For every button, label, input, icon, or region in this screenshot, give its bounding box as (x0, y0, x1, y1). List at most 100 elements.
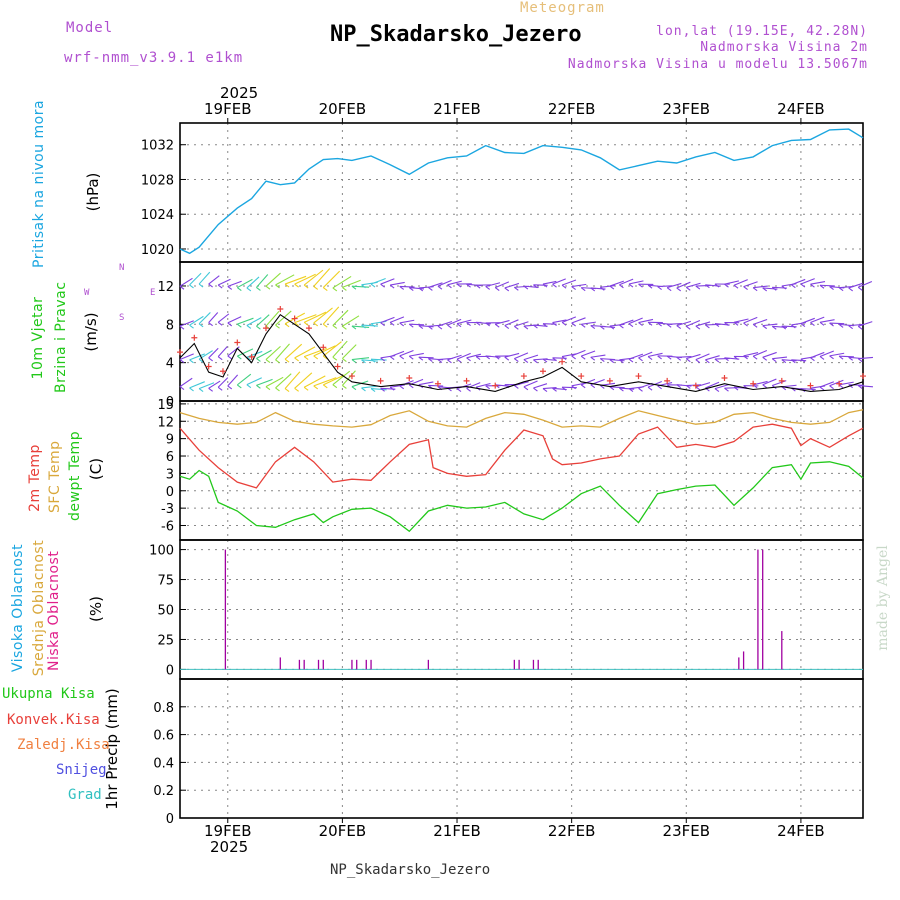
wind-arrow-head (380, 322, 385, 327)
wind-arrow-head (781, 325, 787, 330)
wind-arrow-head (399, 322, 405, 327)
gust-marker (205, 363, 212, 370)
wind-arrow-head (714, 358, 720, 363)
wind-arrow-head (533, 387, 538, 392)
wind-arrow (313, 268, 331, 287)
wind-arrow-head (514, 384, 519, 389)
wind-arrow-head (638, 387, 643, 392)
wind-arrow (638, 351, 653, 359)
wind-arrow (609, 280, 624, 287)
y-tick-label: 50 (157, 604, 174, 619)
wind-arrow-head (571, 385, 576, 390)
wind-arrow-head (332, 325, 338, 329)
wind-arrow-head (838, 287, 844, 292)
compass-e-label: E (150, 288, 156, 298)
wind-arrow-head (437, 359, 443, 364)
wind-arrow-head (666, 355, 672, 360)
wind-arrow-head (179, 325, 185, 330)
wind-arrow-head (848, 356, 854, 361)
wind-arrow (705, 381, 720, 389)
y-tick-label: 1024 (141, 208, 174, 223)
wind-arrow-head (676, 325, 682, 330)
wind-arrow (332, 309, 349, 326)
wind-arrow (514, 381, 529, 386)
gust-marker (463, 377, 470, 384)
wind-arrow-head (791, 284, 796, 289)
wind-arrow (217, 377, 229, 388)
wind-arrow-head (284, 388, 290, 393)
gust-marker (860, 373, 866, 380)
wind-arrow (380, 316, 395, 324)
wind-arrow-head (208, 357, 213, 362)
wind-arrow-head (561, 386, 567, 391)
wind-arrow (495, 281, 510, 289)
wind-arrow-head (599, 358, 605, 363)
wind-arrow (189, 272, 202, 286)
wind-arrow (571, 283, 587, 288)
y-tick-label: 100 (149, 544, 174, 559)
wind-arrow-head (475, 321, 481, 326)
wind-arrow (772, 325, 788, 329)
wind-arrow (208, 275, 220, 285)
gust-marker (807, 382, 814, 389)
precip-grad-label: Grad (68, 787, 102, 803)
wind-arrow (762, 351, 777, 358)
precip-total-label: Ukupna Kisa (2, 686, 95, 702)
footer-station: NP_Skadarsko_Jezero (330, 862, 491, 878)
wind-arrow-head (695, 285, 701, 290)
wind-arrow-head (580, 323, 586, 328)
wind-arrow-head (609, 386, 615, 391)
y-tick-label: 6 (166, 450, 174, 465)
wind-arrow-head (217, 284, 223, 289)
wind-arrow-head (189, 284, 194, 289)
wind-arrow (198, 312, 211, 325)
wind-arrow-head (590, 384, 596, 389)
wind-arrow (781, 359, 797, 362)
wind-arrow (466, 353, 482, 359)
y-tick-label: 9 (166, 433, 174, 448)
wind-arrow (246, 276, 260, 289)
wind-arrow (227, 316, 242, 324)
wind-arrow-head (361, 387, 366, 392)
wind-arrow-head (428, 325, 433, 330)
wind-arrow (743, 316, 758, 324)
wind-arrow-head (370, 283, 376, 288)
wind-arrow (237, 278, 253, 289)
gust-marker (305, 325, 312, 332)
day-label-top: 22FEB (548, 100, 595, 118)
wind-arrow-head (657, 286, 662, 290)
wind-arrow (389, 316, 405, 323)
wind-arrow-head (580, 384, 586, 389)
wind-arrow-head (580, 287, 586, 292)
wind-arrow-head (580, 355, 586, 360)
wind-arrow (227, 374, 239, 387)
wind-arrow-head (236, 384, 242, 389)
wind-arrow (418, 356, 434, 359)
wind-arrow (858, 385, 874, 388)
wind-arrow-head (628, 358, 634, 363)
wind-arrow-head (781, 285, 787, 290)
wind-arrow (208, 347, 219, 359)
wind-arrow-head (322, 323, 328, 328)
wind-arrow (542, 280, 557, 285)
wind-arrow (332, 340, 348, 358)
wind-arrow (752, 350, 768, 357)
wind-arrow-head (485, 385, 491, 390)
wind-arrow-head (657, 385, 662, 390)
y-tick-label: -3 (161, 502, 174, 517)
wind-arrow-head (494, 323, 500, 328)
wind-arrow-head (256, 286, 261, 291)
wind-arrow-head (542, 323, 548, 328)
wind-arrow-head (466, 387, 471, 392)
wind-arrow (437, 279, 452, 287)
wind-arrow-head (361, 324, 366, 329)
wind-arrow-head (762, 325, 768, 330)
wind-arrow-head (217, 356, 223, 361)
wind-arrow (619, 387, 635, 390)
wind-arrow-head (791, 324, 796, 329)
day-label-bottom: 19FEB (204, 822, 251, 840)
wind-arrow (246, 377, 262, 386)
day-label-top: 19FEB (204, 100, 251, 118)
wind-arrow-head (380, 387, 385, 392)
